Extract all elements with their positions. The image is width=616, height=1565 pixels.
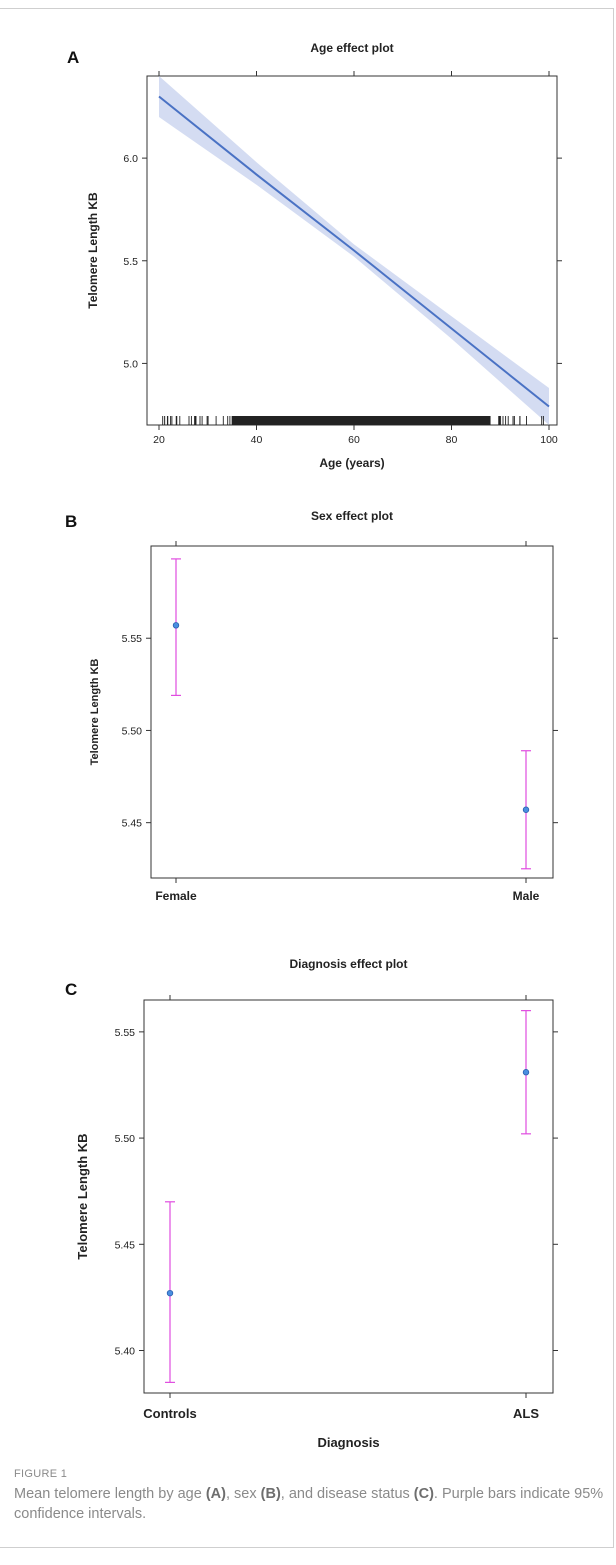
y-tick-label: 5.45 (115, 1239, 136, 1251)
caption-text: . Purple bars indicate 95% confidence in… (14, 1486, 604, 1522)
chart-title: Diagnosis effect plot (289, 957, 407, 971)
y-tick-label: 5.40 (115, 1346, 136, 1358)
x-tick-label: 20 (153, 434, 165, 446)
fit-line (158, 95, 550, 408)
x-axis-label: Diagnosis (317, 1435, 379, 1450)
chart-title: Age effect plot (310, 41, 393, 55)
y-tick-label: 5.55 (115, 1027, 136, 1039)
data-point (166, 1289, 174, 1297)
panel-label-c: C (65, 980, 77, 999)
plot-frame (150, 545, 554, 879)
x-tick-label: 100 (540, 434, 558, 446)
figure-caption: FIGURE 1 Mean telomere length by age (A)… (14, 1468, 604, 1524)
y-axis-label: Telomere Length KB (89, 659, 101, 766)
data-point (522, 806, 530, 813)
panel-label-b: B (65, 512, 77, 531)
x-axis-label: Age (years) (319, 456, 384, 470)
data-point (172, 622, 180, 629)
caption-text: Mean telomere length by age (14, 1486, 206, 1502)
plot-frame (143, 999, 554, 1394)
y-tick-label: 5.5 (123, 256, 138, 268)
category-label: Male (513, 889, 540, 903)
category-label: Controls (143, 1406, 196, 1421)
caption-text: , sex (225, 1486, 261, 1502)
category-label: Female (155, 889, 197, 903)
figure-description: Mean telomere length by age (A), sex (B)… (14, 1484, 604, 1524)
y-tick-label: 5.0 (123, 358, 138, 370)
chart-title: Sex effect plot (311, 509, 393, 523)
x-tick-label: 80 (446, 434, 458, 446)
y-tick-label: 5.50 (122, 725, 143, 737)
panel-label-a: A (67, 48, 79, 67)
x-tick-label: 40 (251, 434, 263, 446)
figure-frame (0, 8, 614, 1548)
y-tick-label: 6.0 (123, 153, 138, 165)
rug-marks (162, 416, 544, 425)
caption-ref-c: (C) (413, 1486, 434, 1502)
x-tick-label: 60 (348, 434, 360, 446)
y-tick-label: 5.50 (115, 1133, 136, 1145)
y-tick-label: 5.45 (122, 818, 143, 830)
figure-label: FIGURE 1 (14, 1468, 68, 1480)
figure-charts: A Age effect plot Telomere Length KB 5.0 5.5… (65, 41, 562, 1450)
caption-text: , and disease status (280, 1486, 414, 1502)
y-axis-label: Telomere Length KB (75, 1133, 90, 1259)
y-tick-label: 5.55 (122, 633, 143, 645)
y-axis-label: Telomere Length KB (86, 192, 100, 309)
data-point (522, 1069, 530, 1076)
caption-ref-b: (B) (260, 1486, 281, 1502)
category-label: ALS (513, 1406, 539, 1421)
caption-ref-a: (A) (205, 1486, 226, 1502)
